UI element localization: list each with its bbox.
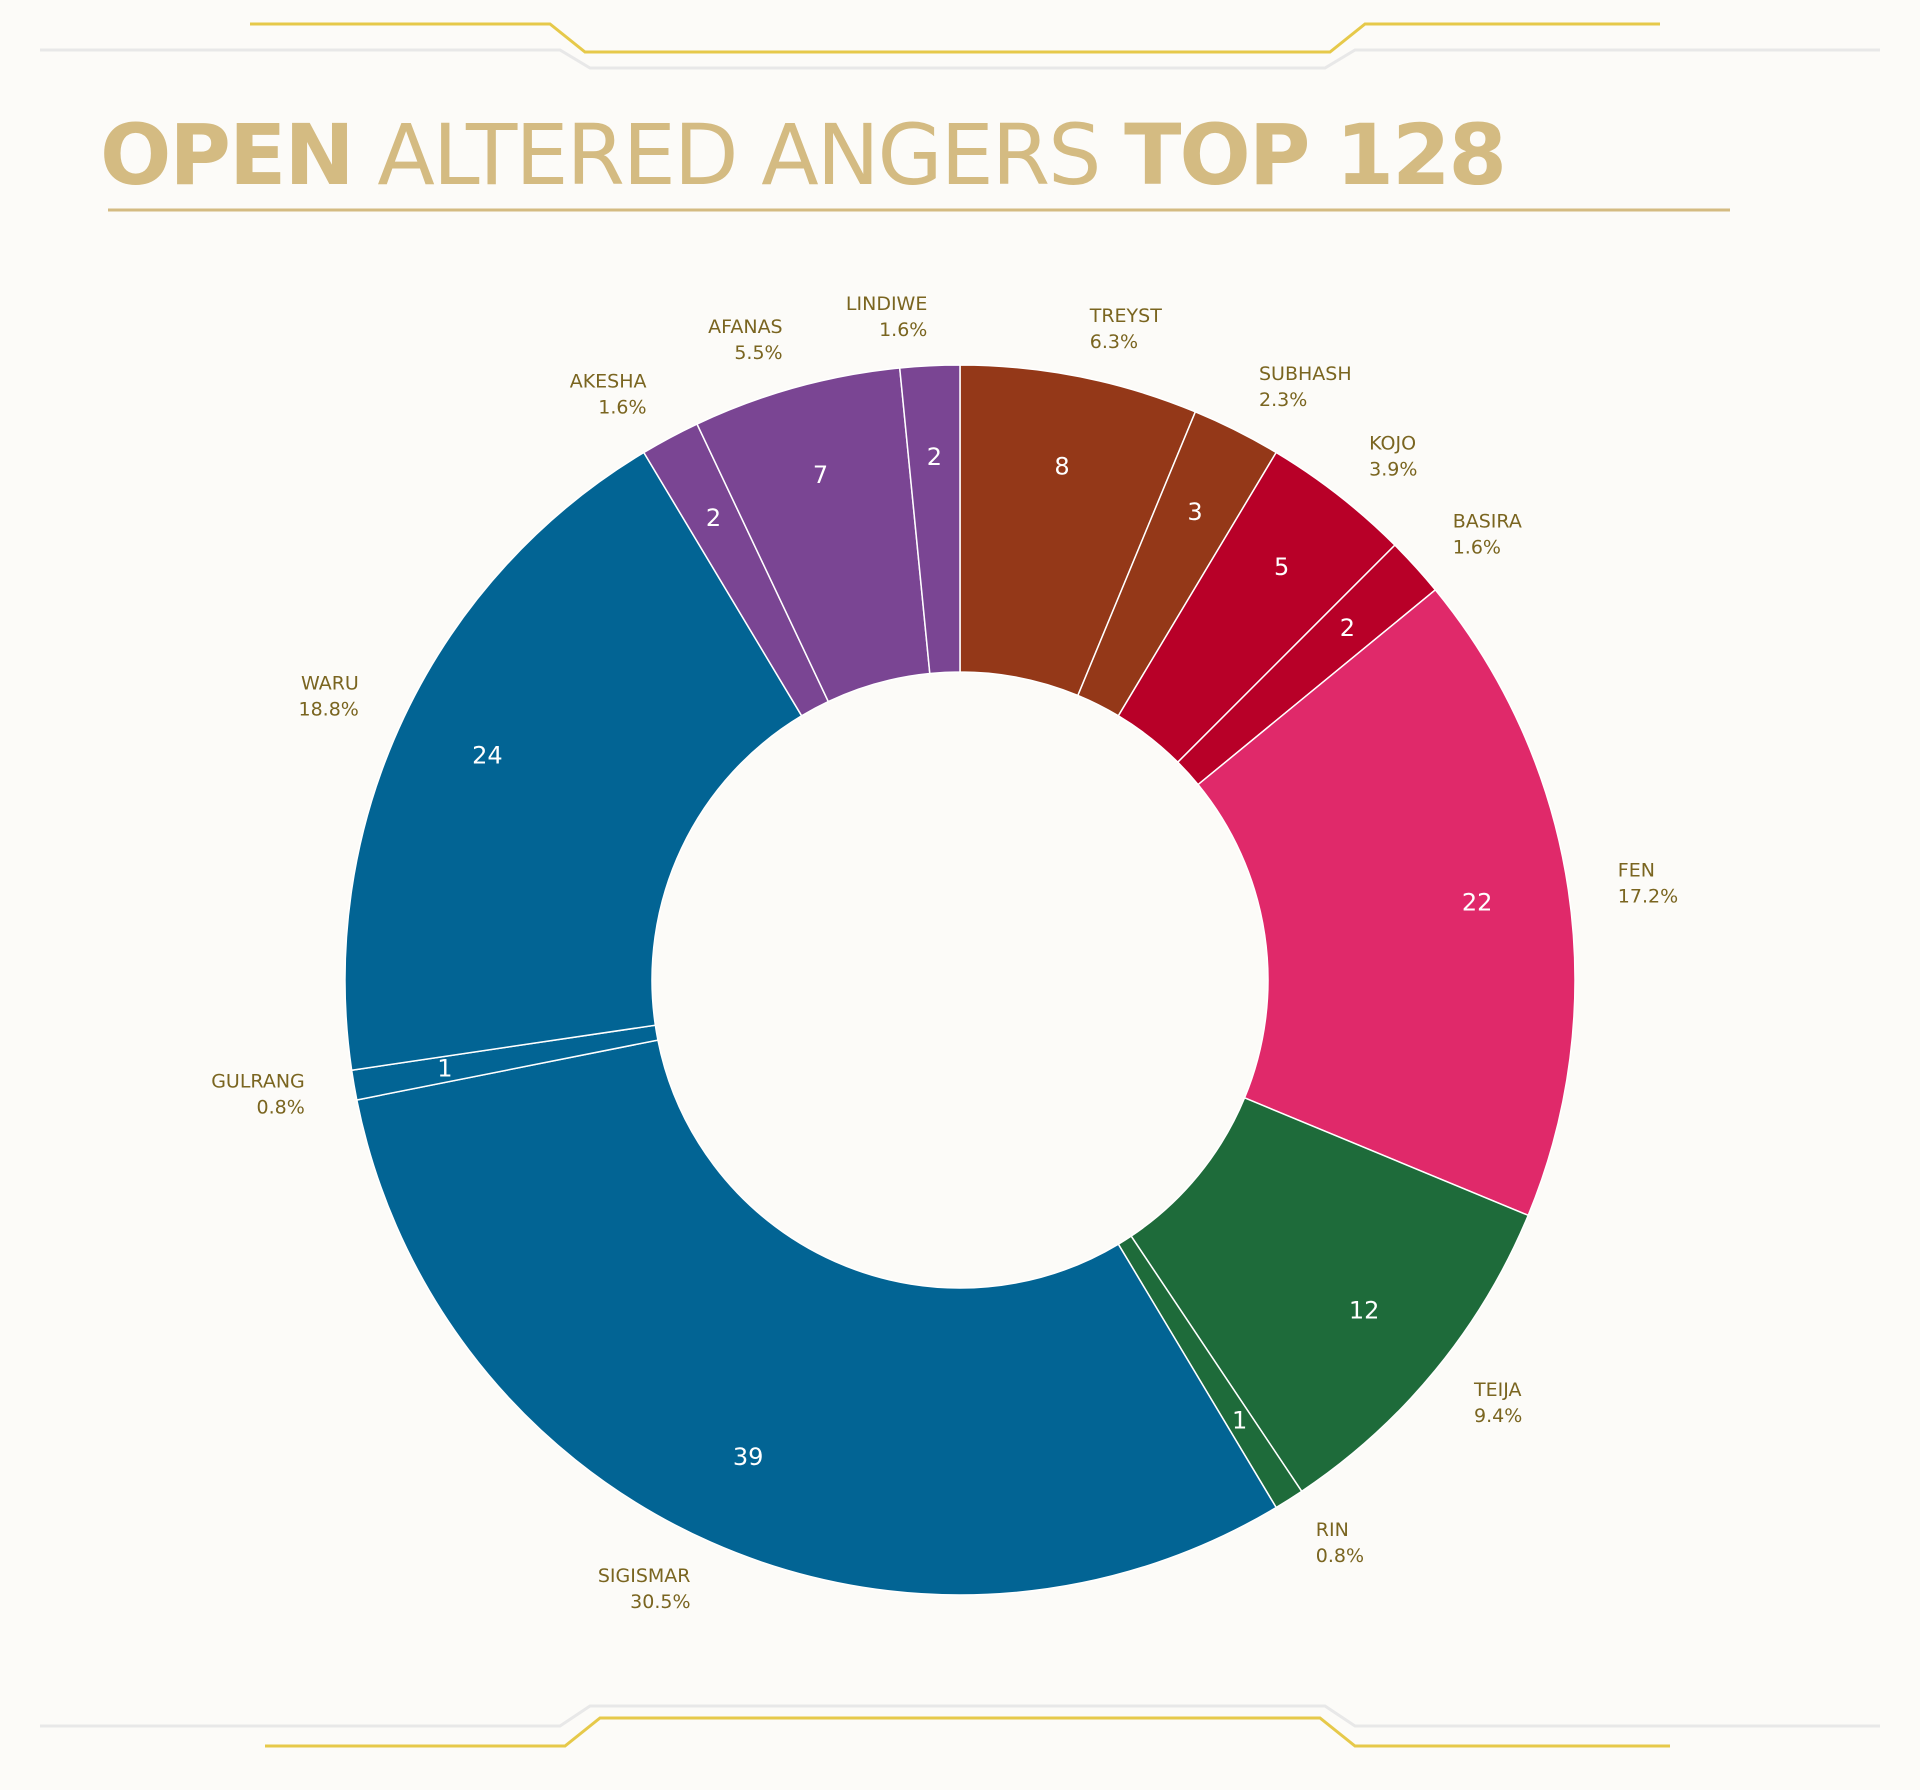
percent-label: 30.5% xyxy=(630,1591,690,1613)
category-label: WARU xyxy=(301,673,359,695)
value-label: 1 xyxy=(1232,1407,1247,1435)
value-label: 1 xyxy=(437,1054,452,1082)
percent-label: 2.3% xyxy=(1259,389,1307,411)
percent-label: 5.5% xyxy=(734,342,782,364)
category-label: TEIJA xyxy=(1473,1379,1521,1401)
percent-label: 9.4% xyxy=(1474,1405,1522,1427)
top-ornament xyxy=(40,22,1880,70)
slice xyxy=(898,364,961,675)
value-label: 2 xyxy=(927,443,942,471)
category-label: LINDIWE xyxy=(846,293,927,315)
percent-label: 1.6% xyxy=(598,397,646,419)
category-label: SUBHASH xyxy=(1259,363,1352,385)
title-part: ALTERED ANGERS xyxy=(377,106,1099,204)
value-label: 39 xyxy=(733,1443,764,1471)
category-label: FEN xyxy=(1618,859,1655,881)
category-label: BASIRA xyxy=(1453,510,1522,532)
percent-label: 18.8% xyxy=(298,699,358,721)
bottom-ornament xyxy=(40,1704,1880,1748)
percent-label: 6.3% xyxy=(1090,331,1138,353)
percent-label: 3.9% xyxy=(1369,459,1417,481)
category-label: AKESHA xyxy=(570,371,647,393)
chart-title: OPEN ALTERED ANGERS TOP 128 xyxy=(100,106,1505,204)
percent-label: 0.8% xyxy=(257,1097,305,1119)
value-label: 7 xyxy=(813,461,828,489)
title-part: TOP 128 xyxy=(1124,106,1505,204)
slice xyxy=(355,1039,1278,1596)
percent-label: 1.6% xyxy=(1453,536,1501,558)
donut: 8 TREYST 6.3% 3 SUBHASH 2.3% 5 KOJO 3.9% 2 BASIRA 1… xyxy=(211,293,1678,1613)
category-label: RIN xyxy=(1316,1519,1349,1541)
value-label: 2 xyxy=(1340,614,1355,642)
value-label: 2 xyxy=(706,504,721,532)
percent-label: 17.2% xyxy=(1618,885,1678,907)
category-label: TREYST xyxy=(1089,305,1162,327)
slice xyxy=(1130,1096,1530,1493)
value-label: 12 xyxy=(1349,1297,1380,1325)
slice xyxy=(1197,588,1576,1217)
value-label: 5 xyxy=(1274,553,1289,581)
percent-label: 0.8% xyxy=(1316,1545,1364,1567)
value-label: 8 xyxy=(1054,452,1069,480)
category-label: SIGISMAR xyxy=(598,1565,691,1587)
value-label: 3 xyxy=(1187,498,1202,526)
category-label: KOJO xyxy=(1369,433,1416,455)
value-label: 24 xyxy=(472,741,503,769)
category-label: GULRANG xyxy=(211,1071,305,1093)
value-label: 22 xyxy=(1462,888,1493,916)
category-label: AFANAS xyxy=(708,316,782,338)
slice xyxy=(344,451,803,1072)
percent-label: 1.6% xyxy=(879,319,927,341)
title-part: OPEN xyxy=(100,106,353,204)
